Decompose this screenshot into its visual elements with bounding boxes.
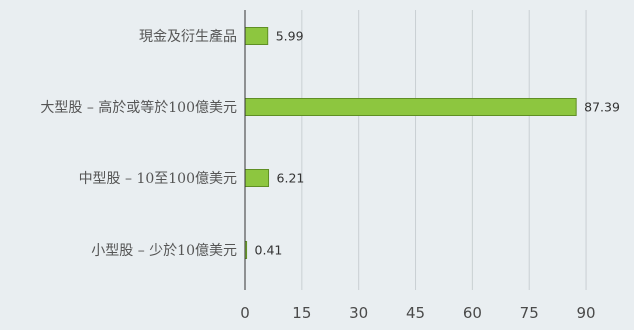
data-label: 6.21 — [277, 171, 305, 186]
x-tick-labels: 0 15 30 45 60 75 90 — [240, 304, 595, 322]
x-tick-label: 75 — [520, 304, 539, 322]
x-tick-label: 30 — [349, 304, 368, 322]
bar — [244, 98, 577, 116]
category-label: 現金及衍生產品 — [139, 28, 237, 45]
data-labels: 5.99 87.39 6.21 0.41 — [255, 29, 620, 258]
data-label: 5.99 — [276, 29, 304, 44]
category-label: 小型股 – 少於10億美元 — [91, 243, 237, 259]
x-tick-label: 60 — [463, 304, 482, 322]
category-label: 大型股 – 高於或等於100億美元 — [40, 99, 237, 116]
category-label: 中型股 – 10至100億美元 — [79, 171, 237, 187]
gridlines — [301, 10, 587, 290]
bar — [244, 169, 270, 187]
x-tick-label: 45 — [406, 304, 425, 322]
data-label: 0.41 — [255, 243, 283, 258]
x-tick-label: 90 — [577, 304, 596, 322]
x-tick-label: 15 — [292, 304, 311, 322]
bar — [244, 27, 269, 45]
bars — [244, 27, 577, 259]
data-label: 87.39 — [584, 100, 620, 115]
x-tick-label: 0 — [240, 304, 250, 322]
